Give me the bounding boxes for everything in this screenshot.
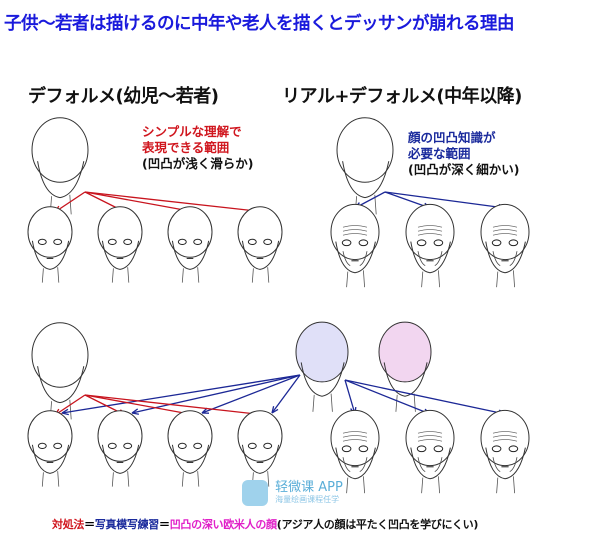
young-head: [237, 206, 283, 283]
play-logo-icon: [242, 480, 268, 506]
caption-practice: 写真模写練習: [94, 518, 160, 531]
caption-note: (アジア人の顔は平たく凹凸を学びにくい): [276, 518, 479, 531]
note-line: 顔の凹凸知識が: [408, 130, 496, 145]
caption-equals: ＝: [159, 518, 170, 531]
note-line: 表現できる範囲: [142, 140, 230, 155]
blue-arrow: [344, 379, 506, 416]
caption-western-faces: 凹凸の深い欧米人の顔: [169, 518, 277, 531]
young-head: [97, 410, 143, 487]
watermark: 轻微课 APP 海量绘画课程任学: [242, 480, 343, 506]
blue-arrow: [61, 374, 301, 416]
planar-head: [295, 321, 349, 412]
bottom-caption: 対処法＝写真模写練習＝凹凸の深い欧米人の顔(アジア人の顔は平たく凹凸を学びにくい…: [52, 516, 478, 532]
reference-head: [31, 117, 89, 215]
blue-arrow: [344, 379, 357, 415]
aged-head: [480, 203, 530, 288]
skull-head: [378, 321, 432, 412]
young-head: [27, 410, 73, 487]
caption-method: 対処法: [52, 518, 85, 531]
reference-head: [336, 117, 394, 215]
aged-head: [405, 409, 455, 494]
young-head: [27, 206, 73, 283]
young-head: [167, 206, 213, 283]
page-title: 子供〜若者は描けるのに中年や老人を描くとデッサンが崩れる理由: [4, 14, 515, 34]
note-line: (凹凸が浅く滑らか): [142, 156, 254, 171]
aged-head: [405, 203, 455, 288]
blue-arrow: [131, 374, 301, 415]
left-note: シンプルな理解で 表現できる範囲 (凹凸が浅く滑らか): [142, 124, 253, 172]
reference-head: [31, 322, 89, 420]
note-line: (凹凸が深く細かい): [408, 162, 520, 177]
young-head: [237, 410, 283, 487]
right-note: 顔の凹凸知識が 必要な範囲 (凹凸が深く細かい): [408, 130, 519, 178]
right-heading: リアル+デフォルメ(中年以降): [282, 86, 522, 107]
aged-head: [480, 409, 530, 494]
aged-head: [330, 409, 380, 494]
aged-head: [330, 203, 380, 288]
young-head: [97, 206, 143, 283]
blue-arrow: [271, 374, 301, 414]
young-head: [167, 410, 213, 487]
caption-equals: ＝: [84, 518, 95, 531]
note-line: シンプルな理解で: [142, 124, 242, 139]
blue-arrow: [344, 379, 431, 415]
watermark-name: 轻微课 APP: [275, 480, 343, 495]
blue-arrow: [384, 191, 506, 211]
left-heading: デフォルメ(幼児〜若者): [28, 86, 219, 107]
watermark-tagline: 海量绘画课程任学: [275, 495, 340, 504]
note-line: 必要な範囲: [408, 146, 471, 161]
